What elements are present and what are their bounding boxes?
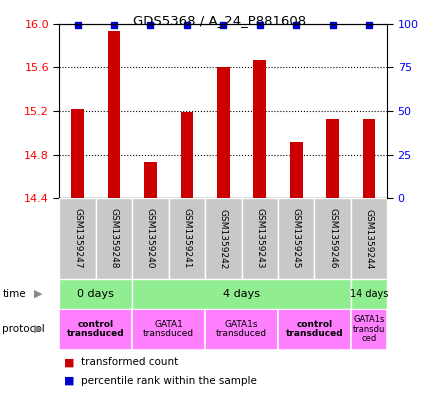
Text: percentile rank within the sample: percentile rank within the sample [81,376,257,386]
Bar [278,198,314,279]
Bar [132,309,205,350]
Bar [351,198,387,279]
Text: GATA1s
transdu
ced: GATA1s transdu ced [353,315,385,343]
Bar [132,198,169,279]
Bar [96,198,132,279]
Text: GATA1s
transduced: GATA1s transduced [216,320,267,338]
Text: GSM1359244: GSM1359244 [364,209,374,269]
Text: time: time [2,289,26,299]
Text: ■: ■ [64,376,74,386]
Bar [205,309,278,350]
Text: ■: ■ [64,357,74,367]
Text: control
transduced: control transduced [286,320,343,338]
Text: 14 days: 14 days [350,289,388,299]
Bar [169,198,205,279]
Bar [278,309,351,350]
Bar [242,198,278,279]
Text: protocol: protocol [2,324,45,334]
Bar [180,112,193,198]
Text: GSM1359247: GSM1359247 [73,209,82,269]
Text: GSM1359248: GSM1359248 [110,209,118,269]
Text: GSM1359245: GSM1359245 [292,209,301,269]
Text: GSM1359241: GSM1359241 [182,209,191,269]
Text: GSM1359242: GSM1359242 [219,209,228,269]
Text: ▶: ▶ [34,289,42,299]
Text: transformed count: transformed count [81,357,178,367]
Bar [59,309,132,350]
Bar [351,309,387,350]
Bar [59,198,96,279]
Bar [144,162,157,198]
Bar [290,141,303,198]
Text: control
transduced: control transduced [67,320,125,338]
Bar [59,279,132,309]
Bar [108,31,121,198]
Text: GATA1
transduced: GATA1 transduced [143,320,194,338]
Bar [326,119,339,198]
Text: 4 days: 4 days [223,289,260,299]
Bar [253,60,266,198]
Text: 0 days: 0 days [77,289,114,299]
Bar [132,279,351,309]
Text: ▶: ▶ [34,324,42,334]
Bar [205,198,242,279]
Bar [71,109,84,198]
Bar [363,119,375,198]
Bar [217,67,230,198]
Bar [351,279,387,309]
Text: GSM1359243: GSM1359243 [255,209,264,269]
Text: GDS5368 / A_24_P881608: GDS5368 / A_24_P881608 [133,14,307,27]
Text: GSM1359240: GSM1359240 [146,209,155,269]
Bar [314,198,351,279]
Text: GSM1359246: GSM1359246 [328,209,337,269]
